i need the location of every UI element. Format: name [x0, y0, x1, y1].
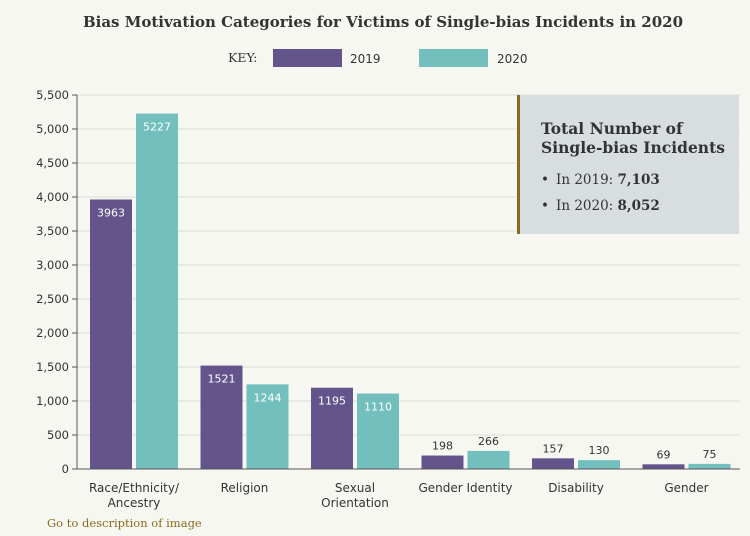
data-label-2019: 157: [543, 442, 564, 455]
data-label-2020: 1110: [364, 401, 392, 414]
bar-2019: [532, 458, 574, 469]
bar-2020: [136, 113, 178, 470]
x-category-label: Disability: [548, 481, 604, 495]
legend-label-2020: 2020: [497, 52, 528, 66]
summary-box: Total Number of Single-bias Incidents • …: [517, 95, 739, 234]
y-tick-label: 1,500: [36, 360, 69, 374]
summary-2019-value: 7,103: [618, 172, 660, 188]
summary-box-item-2019: In 2019: 7,103: [556, 172, 660, 188]
data-label-2019: 69: [657, 448, 671, 461]
bar-2020: [357, 393, 399, 469]
bar-2020: [578, 460, 620, 469]
legend-label-2019: 2019: [350, 52, 381, 66]
description-link[interactable]: Go to description of image: [47, 516, 202, 530]
legend-swatch-2020: [419, 49, 488, 67]
summary-box-title-line1: Total Number of: [541, 119, 684, 138]
bar-2020: [688, 463, 731, 469]
bars: [90, 113, 731, 470]
bar-2020: [246, 384, 289, 469]
summary-box-item-2020: In 2020: 8,052: [556, 198, 660, 214]
legend-swatch-2019: [273, 49, 342, 67]
summary-2019-label: In 2019:: [556, 172, 618, 188]
data-label-2019: 1195: [318, 395, 346, 408]
y-tick-label: 1,000: [36, 394, 69, 408]
axes: 0 500 1,000 1,500 2,000 2,500 3,000 3,500 4,000 4…: [36, 88, 740, 510]
x-category-label: Gender Identity: [418, 481, 512, 495]
y-tick-label: 5,500: [36, 88, 69, 102]
summary-box-background: [518, 95, 739, 234]
summary-box-accent: [517, 95, 520, 234]
summary-2020-label: In 2020:: [556, 198, 618, 214]
x-category-label: Religion: [221, 481, 269, 495]
data-labels: 3963 5227 1521 1244 1195 1110 198 266 157 130 69 75: [97, 121, 717, 462]
chart-title: Bias Motivation Categories for Victims o…: [83, 13, 683, 31]
data-label-2020: 1244: [254, 391, 282, 404]
data-label-2020: 75: [703, 448, 717, 461]
data-label-2019: 1521: [208, 373, 236, 386]
data-label-2019: 3963: [97, 207, 125, 220]
bar-2019: [200, 365, 243, 469]
data-label-2019: 198: [432, 440, 453, 453]
y-tick-label: 0: [62, 462, 69, 476]
y-tick-label: 3,500: [36, 224, 69, 238]
y-tick-label: 3,000: [36, 258, 69, 272]
data-label-2020: 5227: [143, 121, 171, 134]
bar-2019: [90, 199, 132, 470]
summary-box-bullet-2020: •: [541, 198, 549, 214]
y-tick-label: 4,500: [36, 156, 69, 170]
data-label-2020: 130: [589, 444, 610, 457]
bar-2020: [467, 450, 510, 469]
bar-2019: [421, 455, 464, 469]
y-tick-label: 5,000: [36, 122, 69, 136]
y-tick-label: 500: [47, 428, 69, 442]
summary-box-title-line2: Single-bias Incidents: [541, 138, 725, 157]
legend-key-label: KEY:: [228, 50, 257, 65]
x-category-label: Gender: [664, 481, 708, 495]
y-tick-label: 2,000: [36, 326, 69, 340]
bar-2019: [311, 387, 353, 469]
bar-2019: [642, 464, 685, 469]
x-category-label: Race/Ethnicity/Ancestry: [89, 481, 180, 510]
legend: KEY: 2019 2020: [228, 49, 528, 67]
y-tick-label: 4,000: [36, 190, 69, 204]
y-tick-label: 2,500: [36, 292, 69, 306]
summary-2020-value: 8,052: [618, 198, 660, 214]
data-label-2020: 266: [478, 435, 499, 448]
summary-box-bullet-2019: •: [541, 172, 549, 188]
x-category-label: Sexual Orientation: [321, 481, 389, 510]
